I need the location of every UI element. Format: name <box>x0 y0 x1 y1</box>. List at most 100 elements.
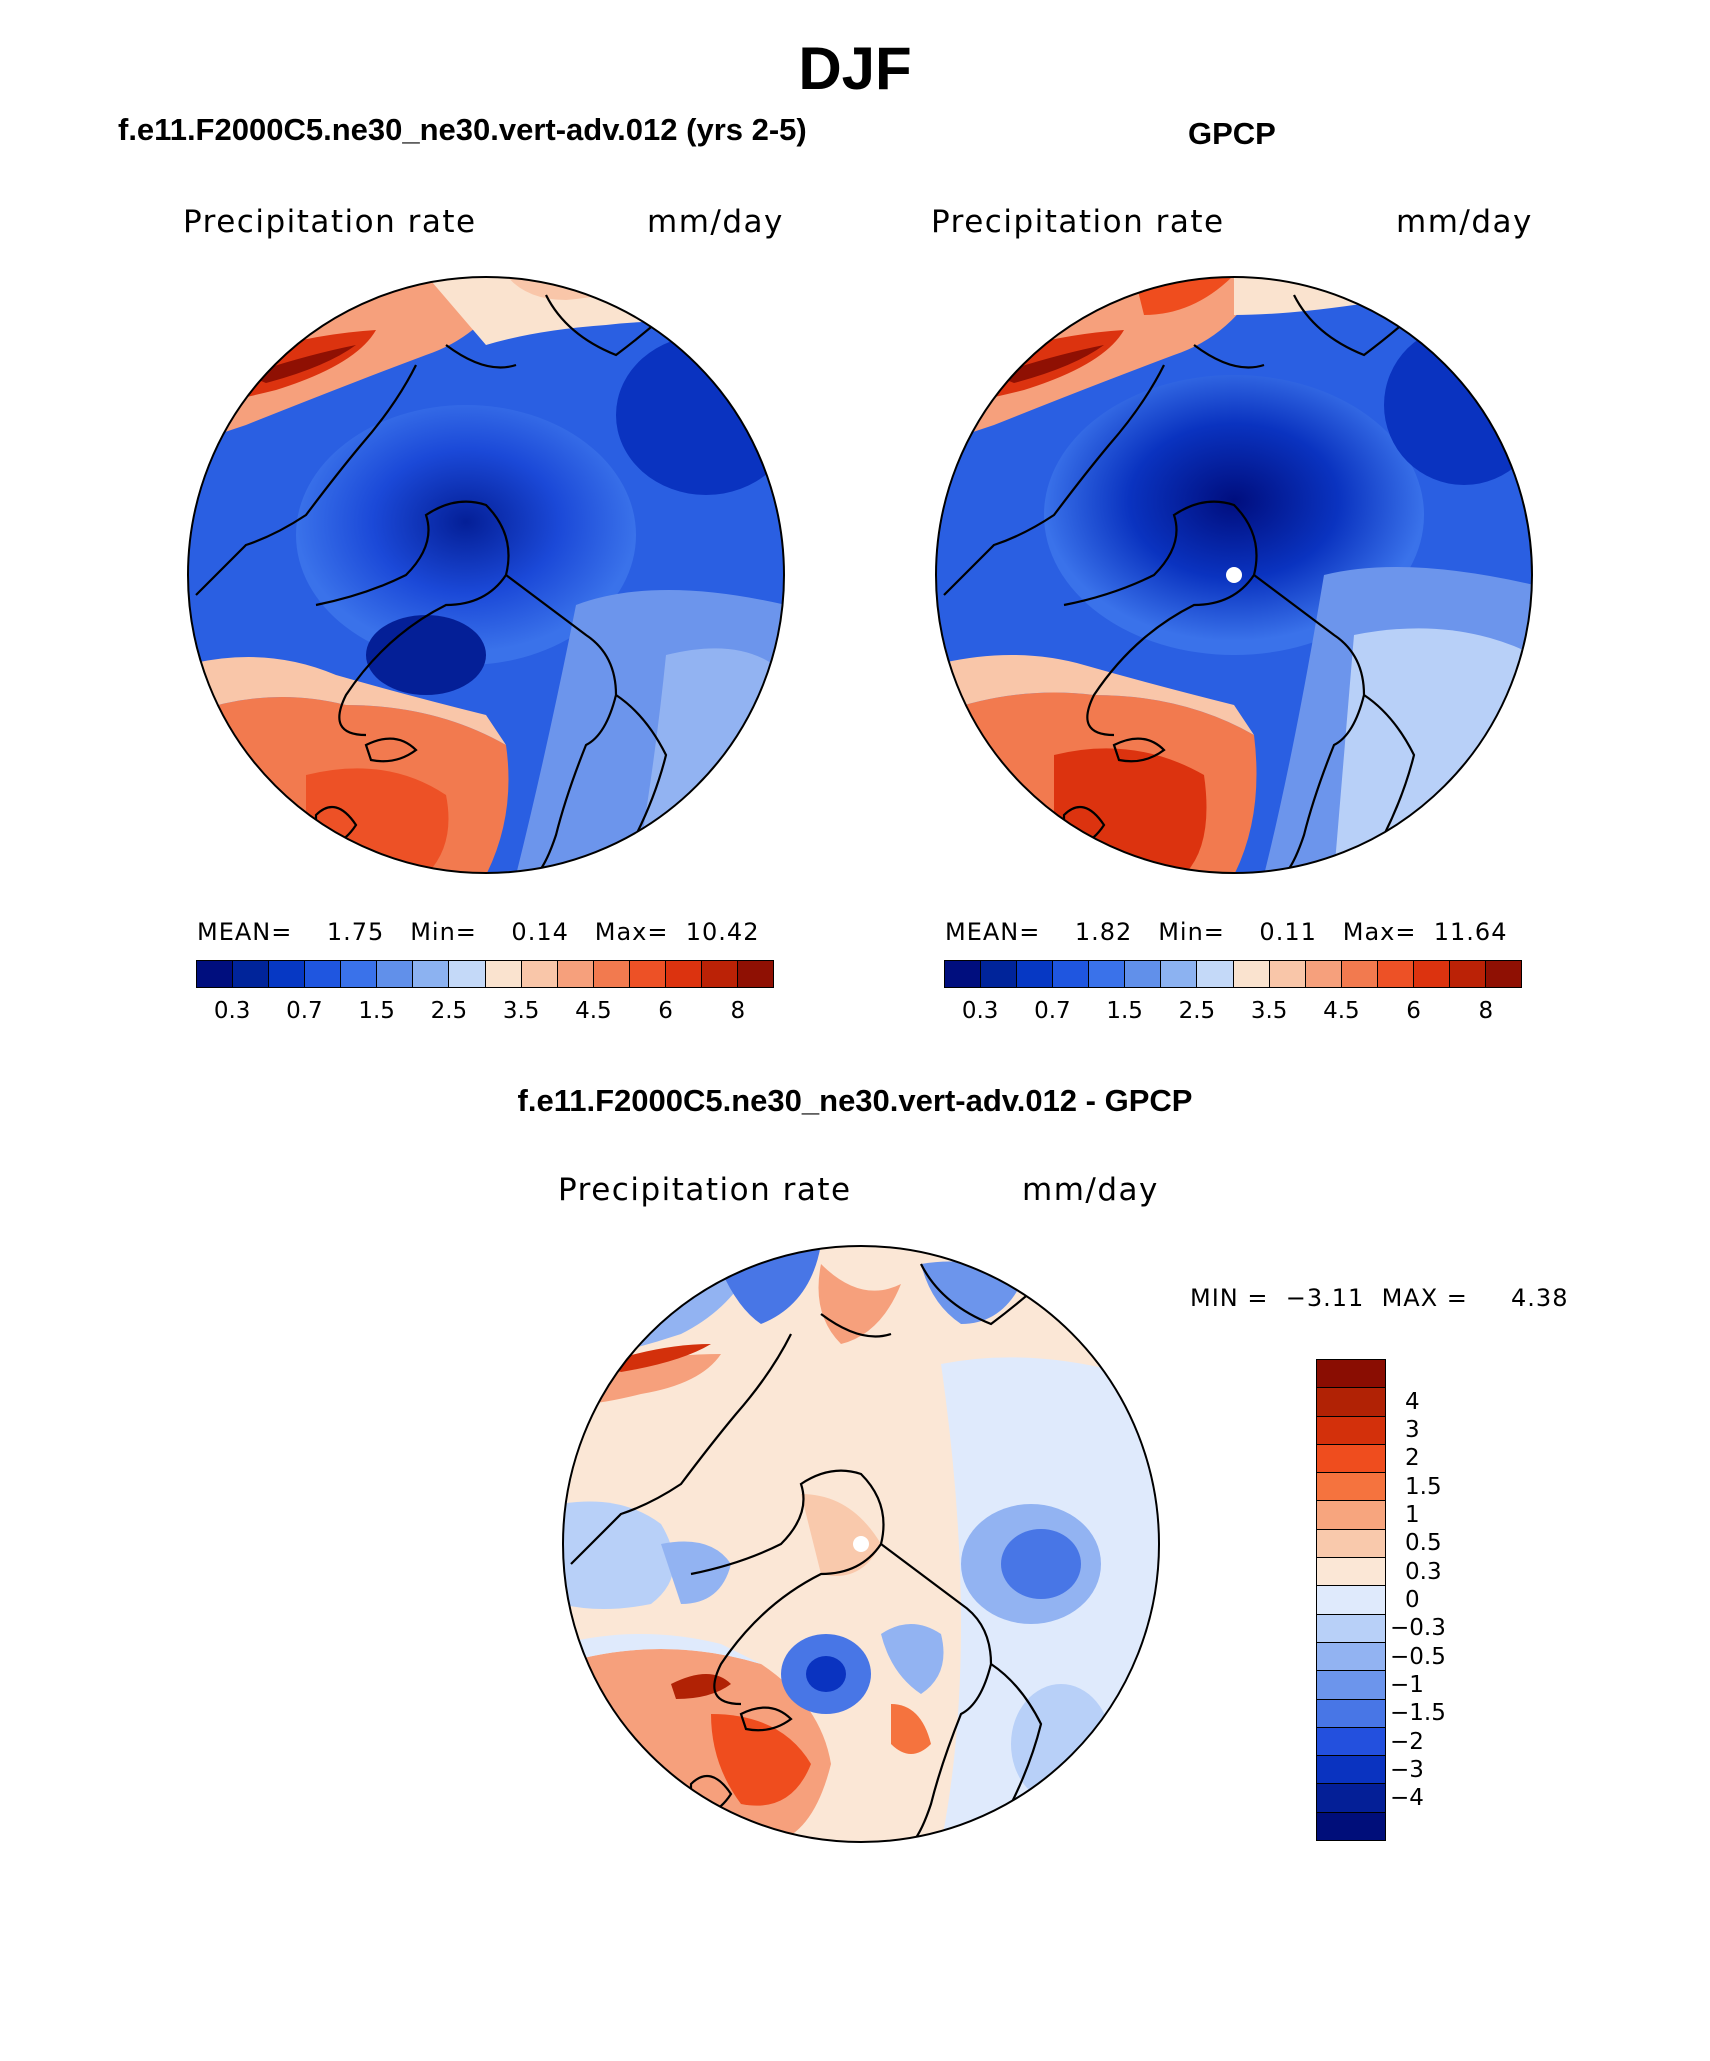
max-value: 11.64 <box>1433 918 1508 946</box>
max-label: Max= <box>594 918 669 946</box>
colorbar-level-label: 0.3 <box>1405 1558 1442 1585</box>
colorbar-swatch <box>1317 1529 1385 1559</box>
colorbar-swatch <box>737 961 773 987</box>
colorbar-tick-label: 8 <box>730 998 746 1024</box>
min-value: 0.14 <box>511 918 569 946</box>
colorbar-level-label: −0.3 <box>1390 1615 1446 1642</box>
colorbar-tick-label: 0.3 <box>213 998 251 1024</box>
diff-units-label: mm/day <box>1022 1172 1159 1208</box>
diff-max-value: 4.38 <box>1511 1284 1569 1312</box>
colorbar-tick-label: 2.5 <box>430 998 468 1024</box>
colorbar-swatch <box>1317 1727 1385 1757</box>
colorbar-swatch <box>1317 1360 1385 1389</box>
colorbar-swatch <box>701 961 738 987</box>
mean-label: MEAN= <box>945 918 1041 946</box>
colorbar-swatch <box>1413 961 1450 987</box>
colorbar-tick-label: 4.5 <box>1323 998 1360 1024</box>
colorbar-tick-label: 3.5 <box>502 998 540 1024</box>
colorbar-swatch <box>1317 1501 1385 1530</box>
colorbar-tick-label: 2.5 <box>1178 998 1216 1024</box>
polar-map-difference <box>562 1245 1160 1843</box>
panel-variable-label: Precipitation rate <box>931 204 1225 240</box>
colorbar-level-label: 4 <box>1405 1388 1420 1415</box>
panel-variable-label: Precipitation rate <box>183 204 477 240</box>
colorbar-swatch <box>413 961 450 987</box>
colorbar-level-label: −1.5 <box>1390 1700 1446 1727</box>
panel-title-model: f.e11.F2000C5.ne30_ne30.vert-adv.012 (yr… <box>118 112 807 147</box>
panel-stats: MEAN= 1.75 Min= 0.14 Max= 10.42 <box>197 918 759 946</box>
colorbar-swatch <box>593 961 630 987</box>
colorbar-tick-label: 6 <box>1406 998 1421 1024</box>
colorbar-swatch <box>1317 1473 1385 1502</box>
diff-variable-label: Precipitation rate <box>558 1172 852 1208</box>
colorbar-level-label: −3 <box>1390 1757 1424 1784</box>
colorbar-level-label: 1.5 <box>1405 1473 1442 1500</box>
colorbar-level-label: −0.5 <box>1390 1643 1446 1670</box>
pole-marker <box>853 1536 869 1552</box>
colorbar-swatch <box>233 961 270 987</box>
panel-title-obs: GPCP <box>1188 116 1276 151</box>
diff-max-label: MAX = <box>1381 1284 1468 1312</box>
colorbar-swatch <box>485 961 522 987</box>
colorbar-tick-label: 1.5 <box>1106 998 1143 1024</box>
diff-panel-title: f.e11.F2000C5.ne30_ne30.vert-adv.012 - G… <box>517 1083 1193 1118</box>
max-label: Max= <box>1342 918 1417 946</box>
colorbar-swatch <box>1233 961 1270 987</box>
colorbar-swatch <box>1341 961 1378 987</box>
colorbar-swatch <box>1317 1388 1385 1417</box>
colorbar-swatch <box>269 961 306 987</box>
colorbar-swatch <box>521 961 558 987</box>
colorbar-swatch <box>1377 961 1414 987</box>
panel-units-label: mm/day <box>647 204 784 240</box>
min-label: Min= <box>410 918 477 946</box>
colorbar-swatch <box>305 961 342 987</box>
pole-marker <box>1226 567 1242 583</box>
colorbar-tick-label: 8 <box>1478 998 1494 1024</box>
colorbar-swatch <box>665 961 702 987</box>
colorbar-level-label: −2 <box>1390 1728 1424 1755</box>
colorbar-swatch <box>1161 961 1198 987</box>
mean-value: 1.75 <box>326 918 385 946</box>
colorbar-swatch <box>1089 961 1126 987</box>
min-label: Min= <box>1158 918 1225 946</box>
colorbar-swatch <box>1317 1642 1385 1672</box>
colorbar-swatch <box>1317 1812 1385 1841</box>
colorbar-level-label: 2 <box>1405 1445 1420 1472</box>
min-value: 0.11 <box>1259 918 1317 946</box>
mean-label: MEAN= <box>197 918 293 946</box>
polar-map-model <box>187 276 785 874</box>
colorbar-level-label: 0.5 <box>1405 1530 1442 1557</box>
colorbar-swatch <box>1317 1558 1385 1587</box>
max-value: 10.42 <box>685 918 760 946</box>
colorbar-swatch <box>945 961 982 987</box>
diff-min-value: −3.11 <box>1285 1284 1365 1312</box>
colorbar-swatch <box>1317 1756 1385 1785</box>
colorbar-swatch <box>1305 961 1342 987</box>
colorbar-swatch <box>1017 961 1054 987</box>
panel-units-label: mm/day <box>1396 204 1533 240</box>
colorbar-level-label: −4 <box>1390 1785 1424 1812</box>
mean-value: 1.82 <box>1074 918 1133 946</box>
colorbar-swatch <box>557 961 594 987</box>
colorbar-tick-label: 0.7 <box>286 998 323 1024</box>
colorbar-level-label: 0 <box>1405 1587 1420 1613</box>
polar-map-obs <box>935 276 1533 874</box>
colorbar-swatch <box>341 961 378 987</box>
colorbar-swatch <box>1317 1784 1385 1813</box>
colorbar-level-label: 3 <box>1405 1416 1420 1443</box>
colorbar-tick-label: 4.5 <box>575 998 612 1024</box>
colorbar-tick-label: 0.3 <box>961 998 999 1024</box>
colorbar-level-label: 1 <box>1405 1501 1420 1528</box>
colorbar-tick-label: 3.5 <box>1250 998 1288 1024</box>
colorbar-swatch <box>197 961 234 987</box>
colorbar-swatch <box>1317 1699 1385 1728</box>
colorbar-swatch <box>981 961 1018 987</box>
colorbar-swatch <box>1317 1671 1385 1700</box>
colorbar-swatch <box>1053 961 1090 987</box>
page-title: DJF <box>798 35 912 102</box>
colorbar-swatch <box>1449 961 1486 987</box>
colorbar-swatch <box>377 961 414 987</box>
colorbar-swatch <box>1125 961 1162 987</box>
colorbar-swatch <box>1197 961 1234 987</box>
colorbar-level-label: −1 <box>1390 1672 1424 1699</box>
